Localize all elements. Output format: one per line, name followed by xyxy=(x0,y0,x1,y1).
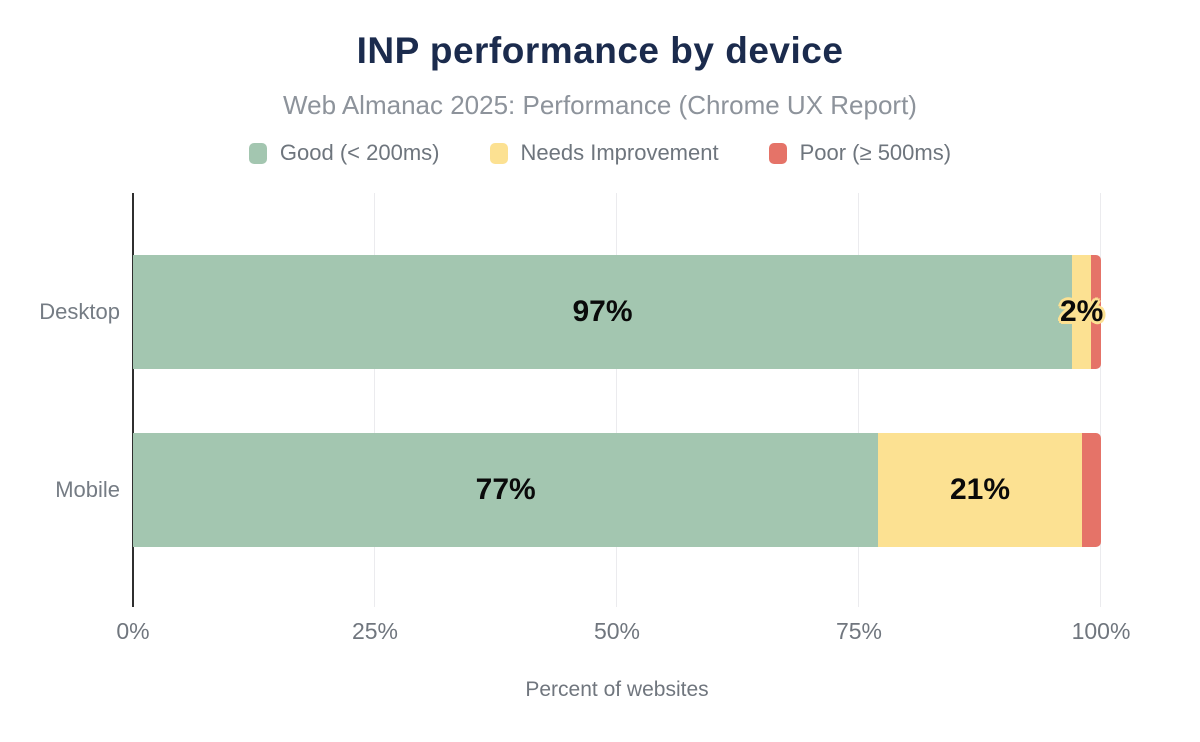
legend-item[interactable]: Needs Improvement xyxy=(489,140,719,166)
bar-mobile[interactable]: 77% 21% xyxy=(133,433,1101,547)
x-tick-50: 50% xyxy=(593,618,641,644)
y-axis-line xyxy=(132,193,134,607)
plot-area: 97% 2% 77% 21% xyxy=(132,193,1103,607)
legend-label: Poor (≥ 500ms) xyxy=(799,140,952,165)
bar-segment-desktop-poor[interactable] xyxy=(1091,255,1101,369)
x-tick-100: 100% xyxy=(1071,618,1131,644)
legend-item[interactable]: Poor (≥ 500ms) xyxy=(768,140,952,166)
value-label: 77% xyxy=(475,473,536,506)
gridline-25 xyxy=(374,193,375,607)
x-tick-0: 0% xyxy=(116,618,150,644)
x-axis-title: Percent of websites xyxy=(525,678,709,701)
chart-title: INP performance by device xyxy=(356,30,844,71)
legend: Good (< 200ms) Needs Improvement Poor (≥ 5… xyxy=(0,140,1200,166)
value-label: 21% xyxy=(949,473,1011,506)
gridline-100 xyxy=(1100,193,1101,607)
category-label-desktop: Desktop xyxy=(39,299,120,324)
x-tick-75: 75% xyxy=(835,618,883,644)
legend-item[interactable]: Good (< 200ms) xyxy=(248,140,440,166)
x-tick-25: 25% xyxy=(351,618,399,644)
bar-desktop[interactable]: 97% 2% xyxy=(133,255,1103,369)
bar-segment-mobile-good[interactable]: 77% xyxy=(133,433,879,547)
gridline-75 xyxy=(858,193,859,607)
bar-segment-mobile-poor[interactable] xyxy=(1081,433,1101,547)
legend-swatch xyxy=(248,142,267,164)
value-label: 97% xyxy=(572,295,633,328)
legend-label: Needs Improvement xyxy=(520,140,719,165)
value-label: 2% xyxy=(1059,295,1104,328)
bar-segment-desktop-needs-improvement[interactable]: 2% xyxy=(1060,255,1103,369)
legend-swatch xyxy=(768,142,787,164)
chart-subtitle: Web Almanac 2025: Performance (Chrome UX… xyxy=(283,90,917,120)
bar-segment-desktop-good[interactable]: 97% xyxy=(133,255,1072,369)
legend-swatch xyxy=(489,142,508,164)
gridline-50 xyxy=(616,193,617,607)
category-label-mobile: Mobile xyxy=(55,477,120,502)
bar-segment-mobile-needs-improvement[interactable]: 21% xyxy=(878,433,1082,547)
legend-label: Good (< 200ms) xyxy=(279,140,440,165)
